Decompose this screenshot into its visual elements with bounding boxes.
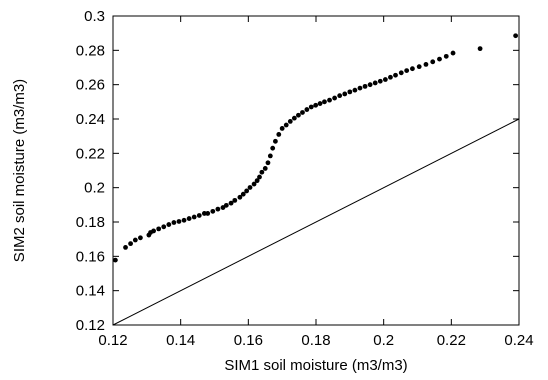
data-point bbox=[423, 62, 429, 67]
data-point bbox=[347, 89, 353, 95]
reference-line-layer bbox=[112, 118, 520, 326]
data-point bbox=[377, 78, 383, 84]
data-point bbox=[342, 91, 348, 97]
data-point bbox=[215, 206, 221, 212]
data-point bbox=[398, 70, 404, 76]
x-tick-label: 0.18 bbox=[301, 332, 330, 349]
y-tick-label: 0.18 bbox=[76, 214, 105, 231]
y-tick-label: 0.22 bbox=[76, 145, 105, 162]
data-point bbox=[308, 104, 314, 110]
data-point bbox=[437, 56, 442, 62]
data-point bbox=[201, 211, 207, 216]
x-axis-title: SIM1 soil moisture (m3/m3) bbox=[224, 357, 407, 374]
data-point bbox=[244, 188, 250, 194]
data-point bbox=[112, 257, 118, 263]
data-point bbox=[223, 202, 229, 208]
data-point bbox=[283, 122, 289, 128]
data-point bbox=[443, 53, 449, 59]
data-point bbox=[166, 222, 172, 227]
data-point bbox=[287, 119, 293, 124]
data-point bbox=[337, 93, 343, 99]
x-tick-label: 0.2 bbox=[373, 332, 394, 349]
y-axis-title: SIM2 soil moisture (m3/m3) bbox=[11, 79, 28, 262]
data-point bbox=[357, 85, 363, 91]
data-point bbox=[276, 132, 282, 137]
data-point bbox=[300, 110, 305, 115]
data-point bbox=[313, 102, 319, 108]
data-point bbox=[181, 217, 187, 223]
x-tick-label: 0.24 bbox=[504, 332, 533, 349]
data-point bbox=[362, 83, 368, 89]
data-point bbox=[259, 169, 265, 175]
y-tick-label: 0.16 bbox=[76, 248, 105, 265]
data-point bbox=[240, 191, 246, 197]
data-point bbox=[367, 82, 373, 88]
x-tick-label: 0.22 bbox=[437, 332, 466, 349]
data-point bbox=[388, 74, 393, 80]
data-point bbox=[450, 50, 456, 56]
x-axis: 0.12 0.14 0.16 0.18 0.2 0.22 0.24 bbox=[98, 16, 534, 349]
x-tick-label: 0.14 bbox=[166, 332, 195, 349]
y-tick-label: 0.28 bbox=[76, 42, 105, 59]
data-point bbox=[404, 68, 410, 73]
reference-line bbox=[112, 118, 520, 326]
data-point bbox=[251, 181, 257, 187]
plot-frame bbox=[112, 15, 520, 326]
data-point bbox=[393, 72, 398, 78]
data-point bbox=[196, 213, 202, 218]
data-point bbox=[151, 228, 157, 234]
y-tick-label: 0.26 bbox=[76, 77, 105, 94]
data-point bbox=[228, 200, 234, 206]
y-tick-label: 0.14 bbox=[76, 283, 105, 300]
data-point bbox=[332, 95, 338, 101]
data-point bbox=[171, 220, 177, 225]
data-point bbox=[322, 99, 327, 105]
data-point bbox=[123, 245, 128, 250]
data-point bbox=[220, 205, 226, 210]
data-point bbox=[262, 166, 268, 171]
data-point bbox=[176, 219, 182, 224]
x-tick-label: 0.16 bbox=[234, 332, 263, 349]
y-tick-label: 0.3 bbox=[84, 8, 105, 25]
data-point bbox=[477, 46, 483, 52]
data-point bbox=[156, 226, 162, 232]
y-tick-label: 0.12 bbox=[76, 317, 105, 334]
data-point bbox=[257, 174, 262, 180]
data-point bbox=[291, 115, 297, 121]
data-point bbox=[132, 237, 138, 243]
data-point bbox=[267, 153, 273, 159]
data-point bbox=[191, 214, 197, 220]
x-tick-label: 0.12 bbox=[98, 332, 127, 349]
data-point bbox=[317, 101, 323, 106]
data-point bbox=[270, 145, 276, 151]
data-point bbox=[410, 66, 415, 72]
y-tick-label: 0.24 bbox=[76, 111, 105, 128]
y-tick-label: 0.2 bbox=[84, 180, 105, 197]
data-point bbox=[161, 224, 167, 230]
data-point bbox=[416, 64, 422, 70]
data-point bbox=[273, 138, 278, 144]
data-point bbox=[186, 216, 192, 221]
y-axis: 0.12 0.14 0.16 0.18 0.2 0.22 0.24 0.26 0.28 0.3 bbox=[76, 8, 519, 334]
data-point bbox=[210, 208, 216, 214]
data-point bbox=[237, 194, 243, 200]
data-point bbox=[513, 33, 519, 39]
data-point bbox=[247, 185, 253, 190]
data-point bbox=[205, 211, 211, 216]
data-point bbox=[430, 59, 436, 65]
data-point bbox=[279, 126, 285, 131]
data-point bbox=[304, 107, 310, 112]
data-point bbox=[352, 87, 358, 93]
data-point bbox=[382, 77, 388, 82]
data-point bbox=[296, 112, 301, 118]
data-point bbox=[138, 235, 143, 241]
data-point bbox=[265, 160, 271, 166]
data-point bbox=[327, 97, 332, 103]
data-point bbox=[232, 197, 238, 203]
data-point bbox=[254, 178, 260, 184]
data-point bbox=[372, 80, 378, 86]
data-points bbox=[112, 33, 519, 263]
data-point bbox=[128, 241, 133, 247]
